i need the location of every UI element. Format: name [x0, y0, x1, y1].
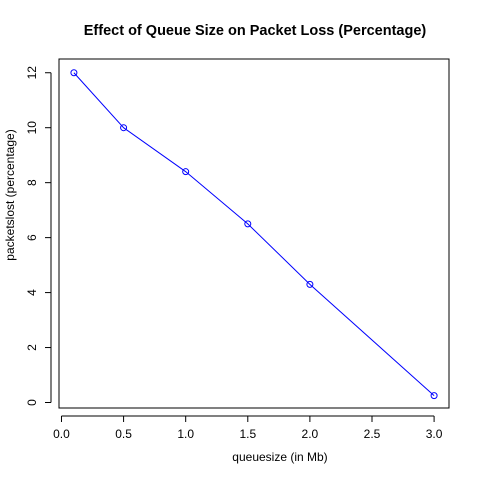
x-axis-label: queuesize (in Mb)	[232, 450, 327, 464]
x-tick-label: 0.5	[115, 427, 132, 441]
x-tick-label: 3.0	[426, 427, 443, 441]
data-point	[120, 124, 128, 132]
data-point	[430, 392, 438, 400]
y-tick-label: 2	[25, 344, 39, 351]
y-tick-label: 10	[25, 121, 39, 135]
x-tick-label: 0.0	[53, 427, 70, 441]
chart-title: Effect of Queue Size on Packet Loss (Per…	[84, 23, 427, 39]
y-axis-label: packetslost (percentage)	[3, 129, 17, 260]
data-point	[306, 280, 314, 288]
series-line	[73, 72, 435, 397]
y-tick-label: 4	[25, 289, 39, 296]
y-tick-label: 6	[25, 234, 39, 241]
x-tick-label: 2.5	[364, 427, 381, 441]
data-point	[70, 69, 78, 77]
data-point	[182, 168, 190, 176]
series-layer	[70, 69, 438, 400]
y-axis: 0 2 4 6 8 10 12	[25, 66, 52, 406]
y-tick-label: 0	[25, 399, 39, 406]
plot-frame	[58, 58, 450, 409]
x-tick-label: 1.5	[239, 427, 256, 441]
y-tick-label: 8	[25, 179, 39, 186]
x-tick-label: 2.0	[302, 427, 319, 441]
data-point	[244, 220, 252, 228]
y-tick-label: 12	[25, 66, 39, 80]
x-axis: 0.0 0.5 1.0 1.5 2.0 2.5 3.0	[53, 415, 443, 441]
x-tick-label: 1.0	[177, 427, 194, 441]
